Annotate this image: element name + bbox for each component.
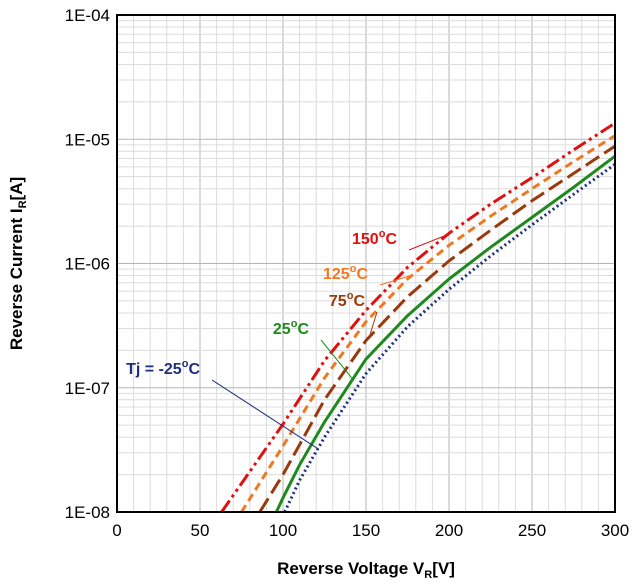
annotation-leader [408,234,448,251]
annotation-label: 125oC [323,263,368,283]
annotation-label: 25oC [273,318,310,338]
x-tick-label: 100 [269,521,297,540]
annotation-label: 75oC [329,290,366,310]
series-line [220,121,616,513]
y-tick-label: 1E-08 [65,503,110,522]
annotation-label: Tj = -25oC [126,358,200,378]
y-axis-title: Reverse Current IR[A] [7,177,29,350]
series-line [258,144,616,513]
series-line [283,162,616,513]
x-tick-label: 250 [518,521,546,540]
annotation-layer: Tj = -25oC 25oC 75oC 125oC 150oC [126,228,448,450]
x-axis-title: Reverse Voltage VR[V] [277,559,455,581]
x-tick-label: 150 [352,521,380,540]
annotation-leader [211,379,319,450]
series-layer [220,121,616,513]
y-tick-label: 1E-05 [65,130,110,149]
x-tick-label: 50 [191,521,210,540]
x-tick-label: 300 [601,521,629,540]
y-tick-label: 1E-06 [65,255,110,274]
annotation-label: 150oC [352,228,397,248]
grid [117,15,615,512]
y-tick-label: 1E-04 [65,6,110,25]
series-line [275,155,616,513]
y-tick-label: 1E-07 [65,379,110,398]
series-line [240,134,616,513]
annotation-leader [320,339,354,380]
annotation-leader [379,274,413,286]
annotation-leader [368,311,378,338]
x-tick-label: 200 [435,521,463,540]
x-tick-label: 0 [112,521,121,540]
plot-frame [116,14,616,513]
tick-labels: 0 50 100 150 200 250 300 1E-08 1E-07 1E-06 1E-05 1E… [65,6,630,540]
